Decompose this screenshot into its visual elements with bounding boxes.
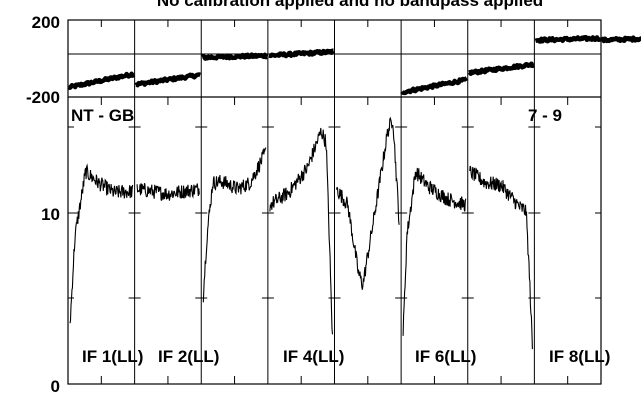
phase-series-if8: [534, 35, 603, 44]
amp-tick-10: 10: [41, 205, 60, 224]
amp-series-if1: [69, 163, 134, 324]
phase-series-if1: [67, 71, 136, 91]
if-label-1: IF 1(LL): [82, 347, 143, 366]
phase-series-if6: [400, 76, 468, 96]
if-label-6: IF 6(LL): [415, 347, 476, 366]
phase-series-if3: [200, 52, 269, 61]
amp-series-if2: [136, 183, 200, 201]
chart-title: No calibration applied and no bandpass a…: [157, 0, 543, 10]
if-label-4: IF 4(LL): [283, 347, 344, 366]
amp-series-if6: [402, 167, 467, 336]
amp-series-if5: [335, 116, 400, 290]
amp-series-if7: [469, 165, 533, 350]
if-label-8: IF 8(LL): [549, 347, 610, 366]
phase-series-if9: [600, 35, 641, 44]
amp-series-if3: [202, 147, 267, 303]
scan-label: 7 - 9: [528, 106, 562, 125]
phase-tick-top: 200: [32, 13, 60, 32]
phase-series-if7: [467, 61, 535, 77]
if-label-2: IF 2(LL): [158, 347, 219, 366]
phase-series-if2: [134, 72, 202, 88]
phase-series-if4: [267, 48, 335, 59]
amp-tick-0: 0: [51, 377, 60, 396]
phase-tick-bottom: -200: [26, 88, 60, 107]
baseline-label: NT - GB: [71, 106, 134, 125]
amp-series-if4: [269, 127, 334, 335]
